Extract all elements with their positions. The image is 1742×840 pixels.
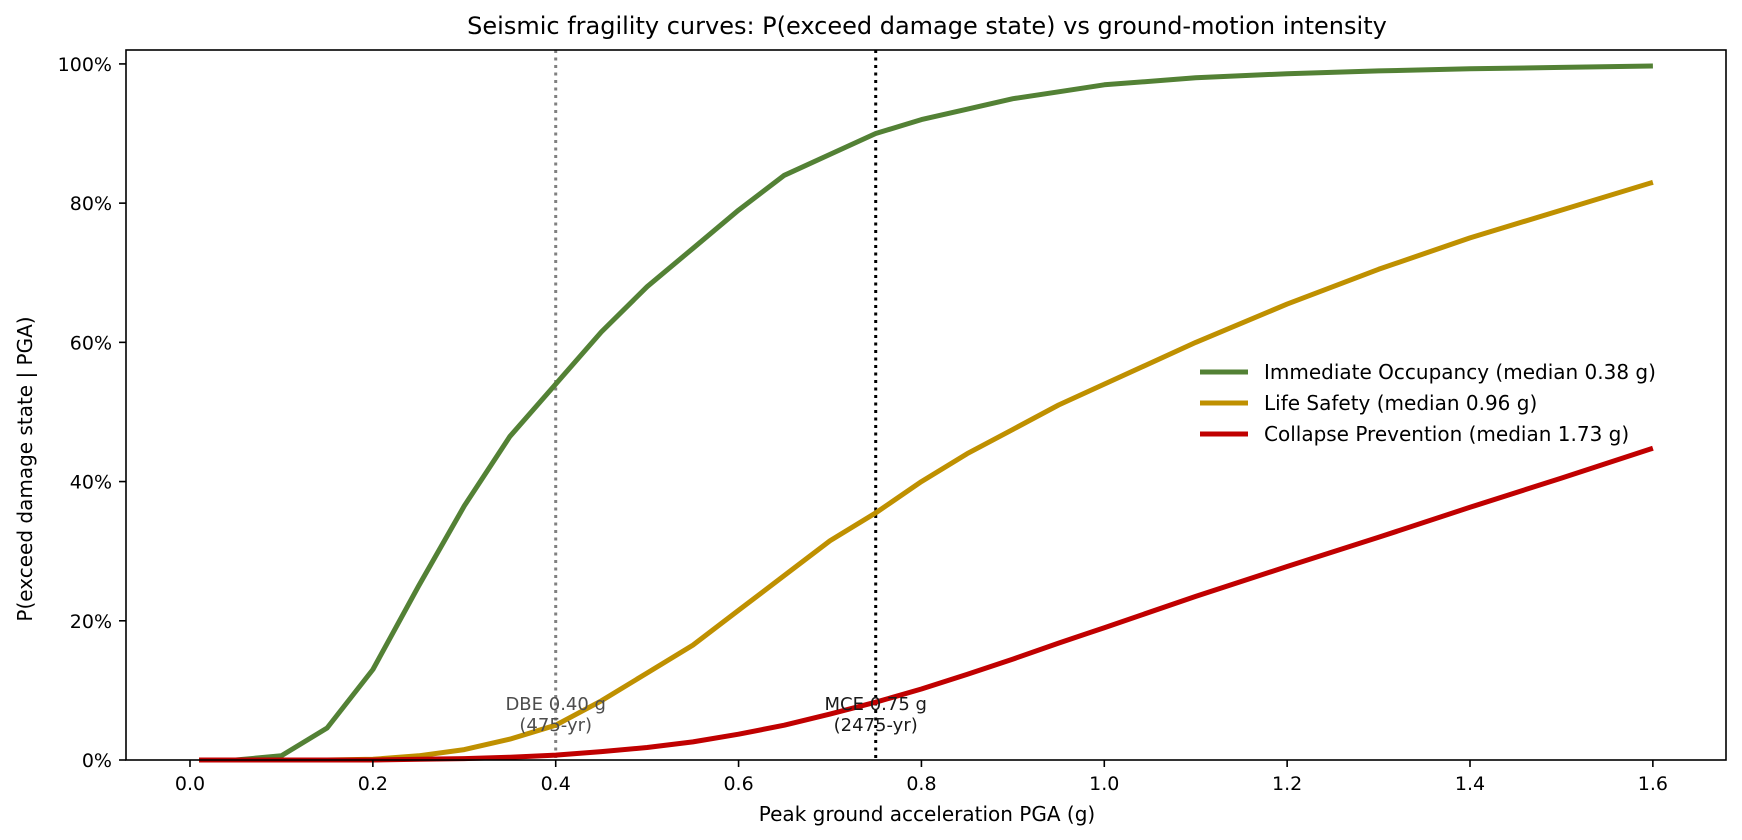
x-tick-label: 1.2	[1272, 773, 1302, 795]
legend: Immediate Occupancy (median 0.38 g) Life …	[1200, 360, 1656, 446]
x-axis-label: Peak ground acceleration PGA (g)	[759, 802, 1095, 826]
reference-label-dbe-line1: DBE 0.40 g	[505, 694, 606, 715]
legend-label: Collapse Prevention (median 1.73 g)	[1264, 422, 1629, 446]
y-tick-label: 0%	[82, 750, 112, 772]
y-tick-label: 100%	[58, 54, 112, 76]
plot-area: DBE 0.40 g(475-yr) MCE 0.75 g(2475-yr) 0.0…	[58, 49, 1727, 795]
reference-label-mce-line2: (2475-yr)	[834, 715, 918, 736]
x-tick-label: 1.6	[1638, 773, 1668, 795]
x-tick-label: 0.2	[358, 773, 388, 795]
y-tick-label: 80%	[70, 193, 112, 215]
y-axis-label: P(exceed damage state | PGA)	[13, 316, 37, 621]
y-tick-label: 60%	[70, 332, 112, 354]
x-tick-label: 0.6	[723, 773, 753, 795]
y-tick-label: 20%	[70, 611, 112, 633]
reference-label-dbe-line2: (475-yr)	[519, 715, 592, 736]
chart-title: Seismic fragility curves: P(exceed damag…	[467, 12, 1387, 40]
x-tick-label: 0.0	[175, 773, 205, 795]
x-tick-label: 0.8	[906, 773, 936, 795]
series-line-immediate-occupancy	[199, 63, 1653, 763]
reference-label-mce-line1: MCE 0.75 g	[825, 694, 927, 715]
legend-label: Immediate Occupancy (median 0.38 g)	[1264, 360, 1656, 384]
x-tick-label: 1.0	[1089, 773, 1119, 795]
x-tick-label: 0.4	[541, 773, 571, 795]
x-tick-label: 1.4	[1455, 773, 1485, 795]
y-tick-label: 40%	[70, 472, 112, 494]
series-line-life-safety	[199, 179, 1654, 763]
legend-label: Life Safety (median 0.96 g)	[1264, 391, 1537, 415]
plot-frame	[125, 49, 1727, 761]
